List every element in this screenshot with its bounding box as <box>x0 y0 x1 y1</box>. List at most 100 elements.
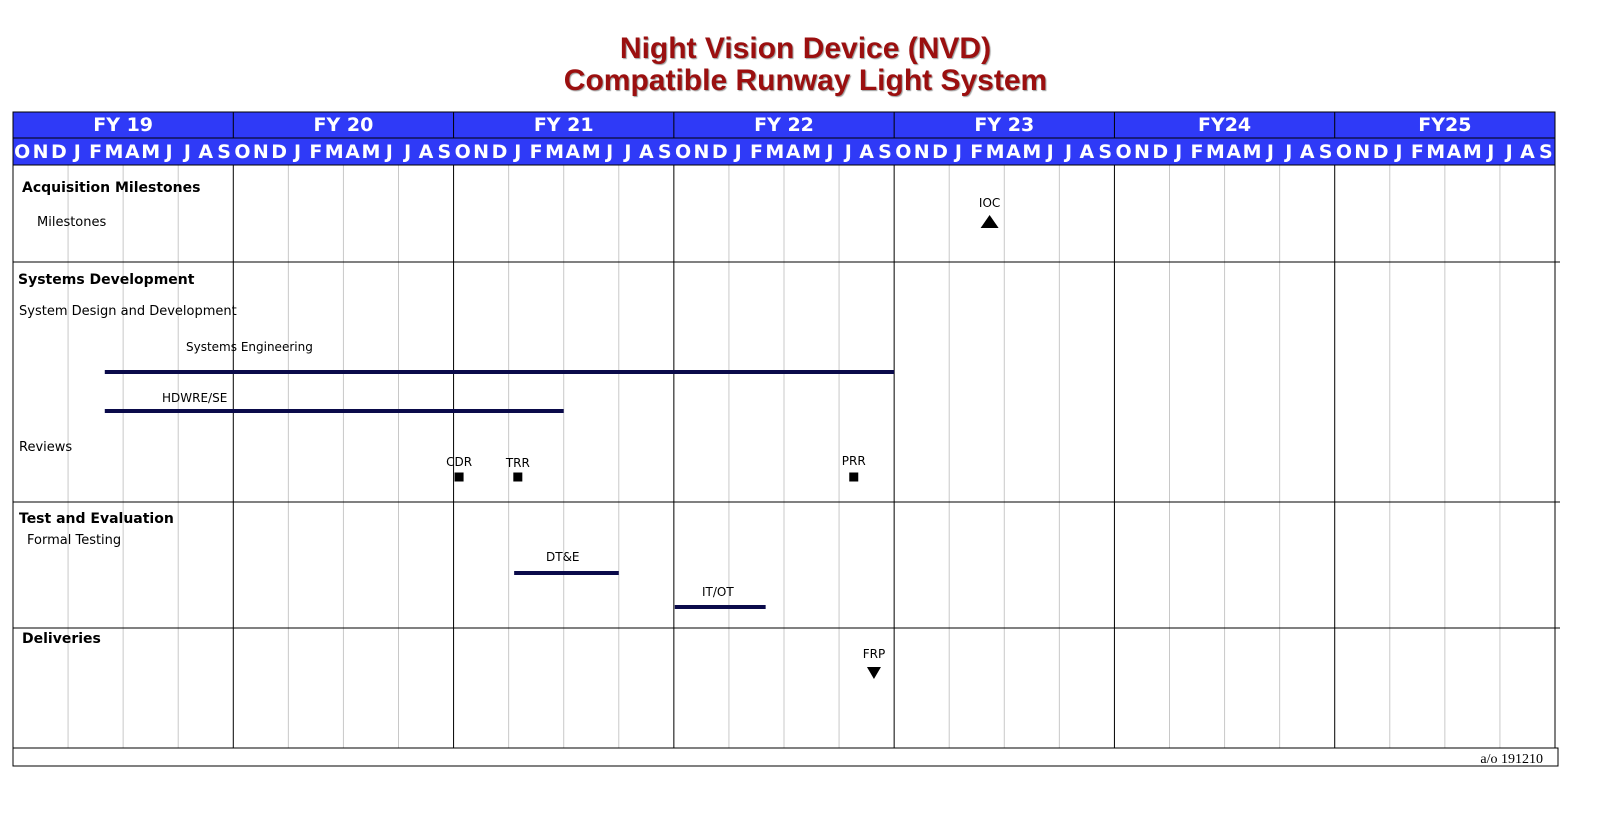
month-label: J <box>824 141 833 163</box>
section-title: Systems Development <box>18 272 195 288</box>
bar-label: Systems Engineering <box>186 340 313 354</box>
month-label: M <box>362 141 381 163</box>
month-label: A <box>419 141 434 163</box>
month-label: M <box>325 141 344 163</box>
month-label: J <box>1393 141 1402 163</box>
title-line-1: Night Vision Device (NVD) <box>619 32 992 65</box>
month-label: J <box>1173 141 1182 163</box>
month-label: A <box>1520 141 1535 163</box>
milestone-label: PRR <box>842 454 866 468</box>
milestone-label: FRP <box>863 647 885 661</box>
milestone-label: IOC <box>979 196 1000 210</box>
month-label: S <box>217 141 231 163</box>
month-label: M <box>802 141 821 163</box>
month-label: A <box>1300 141 1315 163</box>
month-label: O <box>1116 141 1132 163</box>
month-label: S <box>1098 141 1112 163</box>
month-label: D <box>271 141 287 163</box>
month-label: J <box>604 141 613 163</box>
month-label: N <box>473 141 489 163</box>
milestone-marker-square <box>513 472 523 482</box>
month-label: D <box>492 141 508 163</box>
month-label: M <box>1463 141 1482 163</box>
month-label: J <box>1265 141 1274 163</box>
month-label: A <box>125 141 140 163</box>
month-label: A <box>639 141 654 163</box>
month-label: A <box>1080 141 1095 163</box>
month-label: M <box>1022 141 1041 163</box>
month-label: A <box>1447 141 1462 163</box>
month-label: O <box>675 141 691 163</box>
milestone-marker-square <box>454 472 464 482</box>
month-label: J <box>953 141 962 163</box>
month-label: O <box>1336 141 1352 163</box>
subsection-label: Reviews <box>19 440 72 455</box>
month-label: M <box>1206 141 1225 163</box>
month-label: J <box>1063 141 1072 163</box>
bar-label: HDWRE/SE <box>162 391 227 405</box>
month-label: A <box>786 141 801 163</box>
fy-label: FY 19 <box>93 114 153 136</box>
month-label: A <box>1006 141 1021 163</box>
month-label: O <box>14 141 30 163</box>
section-title: Acquisition Milestones <box>22 180 200 196</box>
month-label: N <box>1354 141 1370 163</box>
month-label: A <box>859 141 874 163</box>
month-label: J <box>1485 141 1494 163</box>
month-label: F <box>750 141 763 163</box>
month-header-band <box>12 137 1556 166</box>
month-label: M <box>986 141 1005 163</box>
month-label: O <box>895 141 911 163</box>
as-of-footer <box>12 747 1559 767</box>
month-label: S <box>438 141 452 163</box>
month-label: J <box>622 141 631 163</box>
month-label: S <box>658 141 672 163</box>
month-label: A <box>566 141 581 163</box>
month-label: D <box>932 141 948 163</box>
month-label: S <box>1539 141 1553 163</box>
bar-label: DT&E <box>546 550 580 564</box>
month-label: J <box>182 141 191 163</box>
milestone-marker-down <box>866 667 881 679</box>
month-label: D <box>1152 141 1168 163</box>
milestone-marker-up <box>980 215 999 228</box>
month-label: J <box>512 141 521 163</box>
subsection-label: System Design and Development <box>19 304 237 319</box>
as-of-date: a/o 191210 <box>1480 752 1543 767</box>
month-label: M <box>141 141 160 163</box>
month-label: J <box>1045 141 1054 163</box>
month-label: M <box>1426 141 1445 163</box>
milestone-marker-square <box>849 472 859 482</box>
month-label: J <box>1283 141 1292 163</box>
fy-label: FY 20 <box>314 114 374 136</box>
month-label: N <box>1134 141 1150 163</box>
month-label: J <box>72 141 81 163</box>
month-label: S <box>878 141 892 163</box>
month-label: A <box>198 141 213 163</box>
month-label: M <box>105 141 124 163</box>
section-title: Test and Evaluation <box>19 511 174 527</box>
month-label: O <box>234 141 250 163</box>
month-label: J <box>1504 141 1513 163</box>
month-label: F <box>1191 141 1204 163</box>
month-label: S <box>1319 141 1333 163</box>
month-label: J <box>733 141 742 163</box>
month-label: J <box>384 141 393 163</box>
milestone-label: TRR <box>505 456 530 470</box>
month-label: N <box>253 141 269 163</box>
chart-title: Night Vision Device (NVD) Compatible Run… <box>0 33 1611 97</box>
month-label: N <box>914 141 930 163</box>
month-label: M <box>582 141 601 163</box>
fy-label: FY 21 <box>534 114 594 136</box>
milestone-label: CDR <box>446 455 472 469</box>
month-label: M <box>765 141 784 163</box>
month-label: D <box>712 141 728 163</box>
fy-label: FY24 <box>1198 114 1251 136</box>
month-label: J <box>163 141 172 163</box>
month-label: D <box>51 141 67 163</box>
month-label: J <box>292 141 301 163</box>
month-label: N <box>33 141 49 163</box>
subsection-label: Milestones <box>37 215 106 230</box>
month-label: N <box>693 141 709 163</box>
